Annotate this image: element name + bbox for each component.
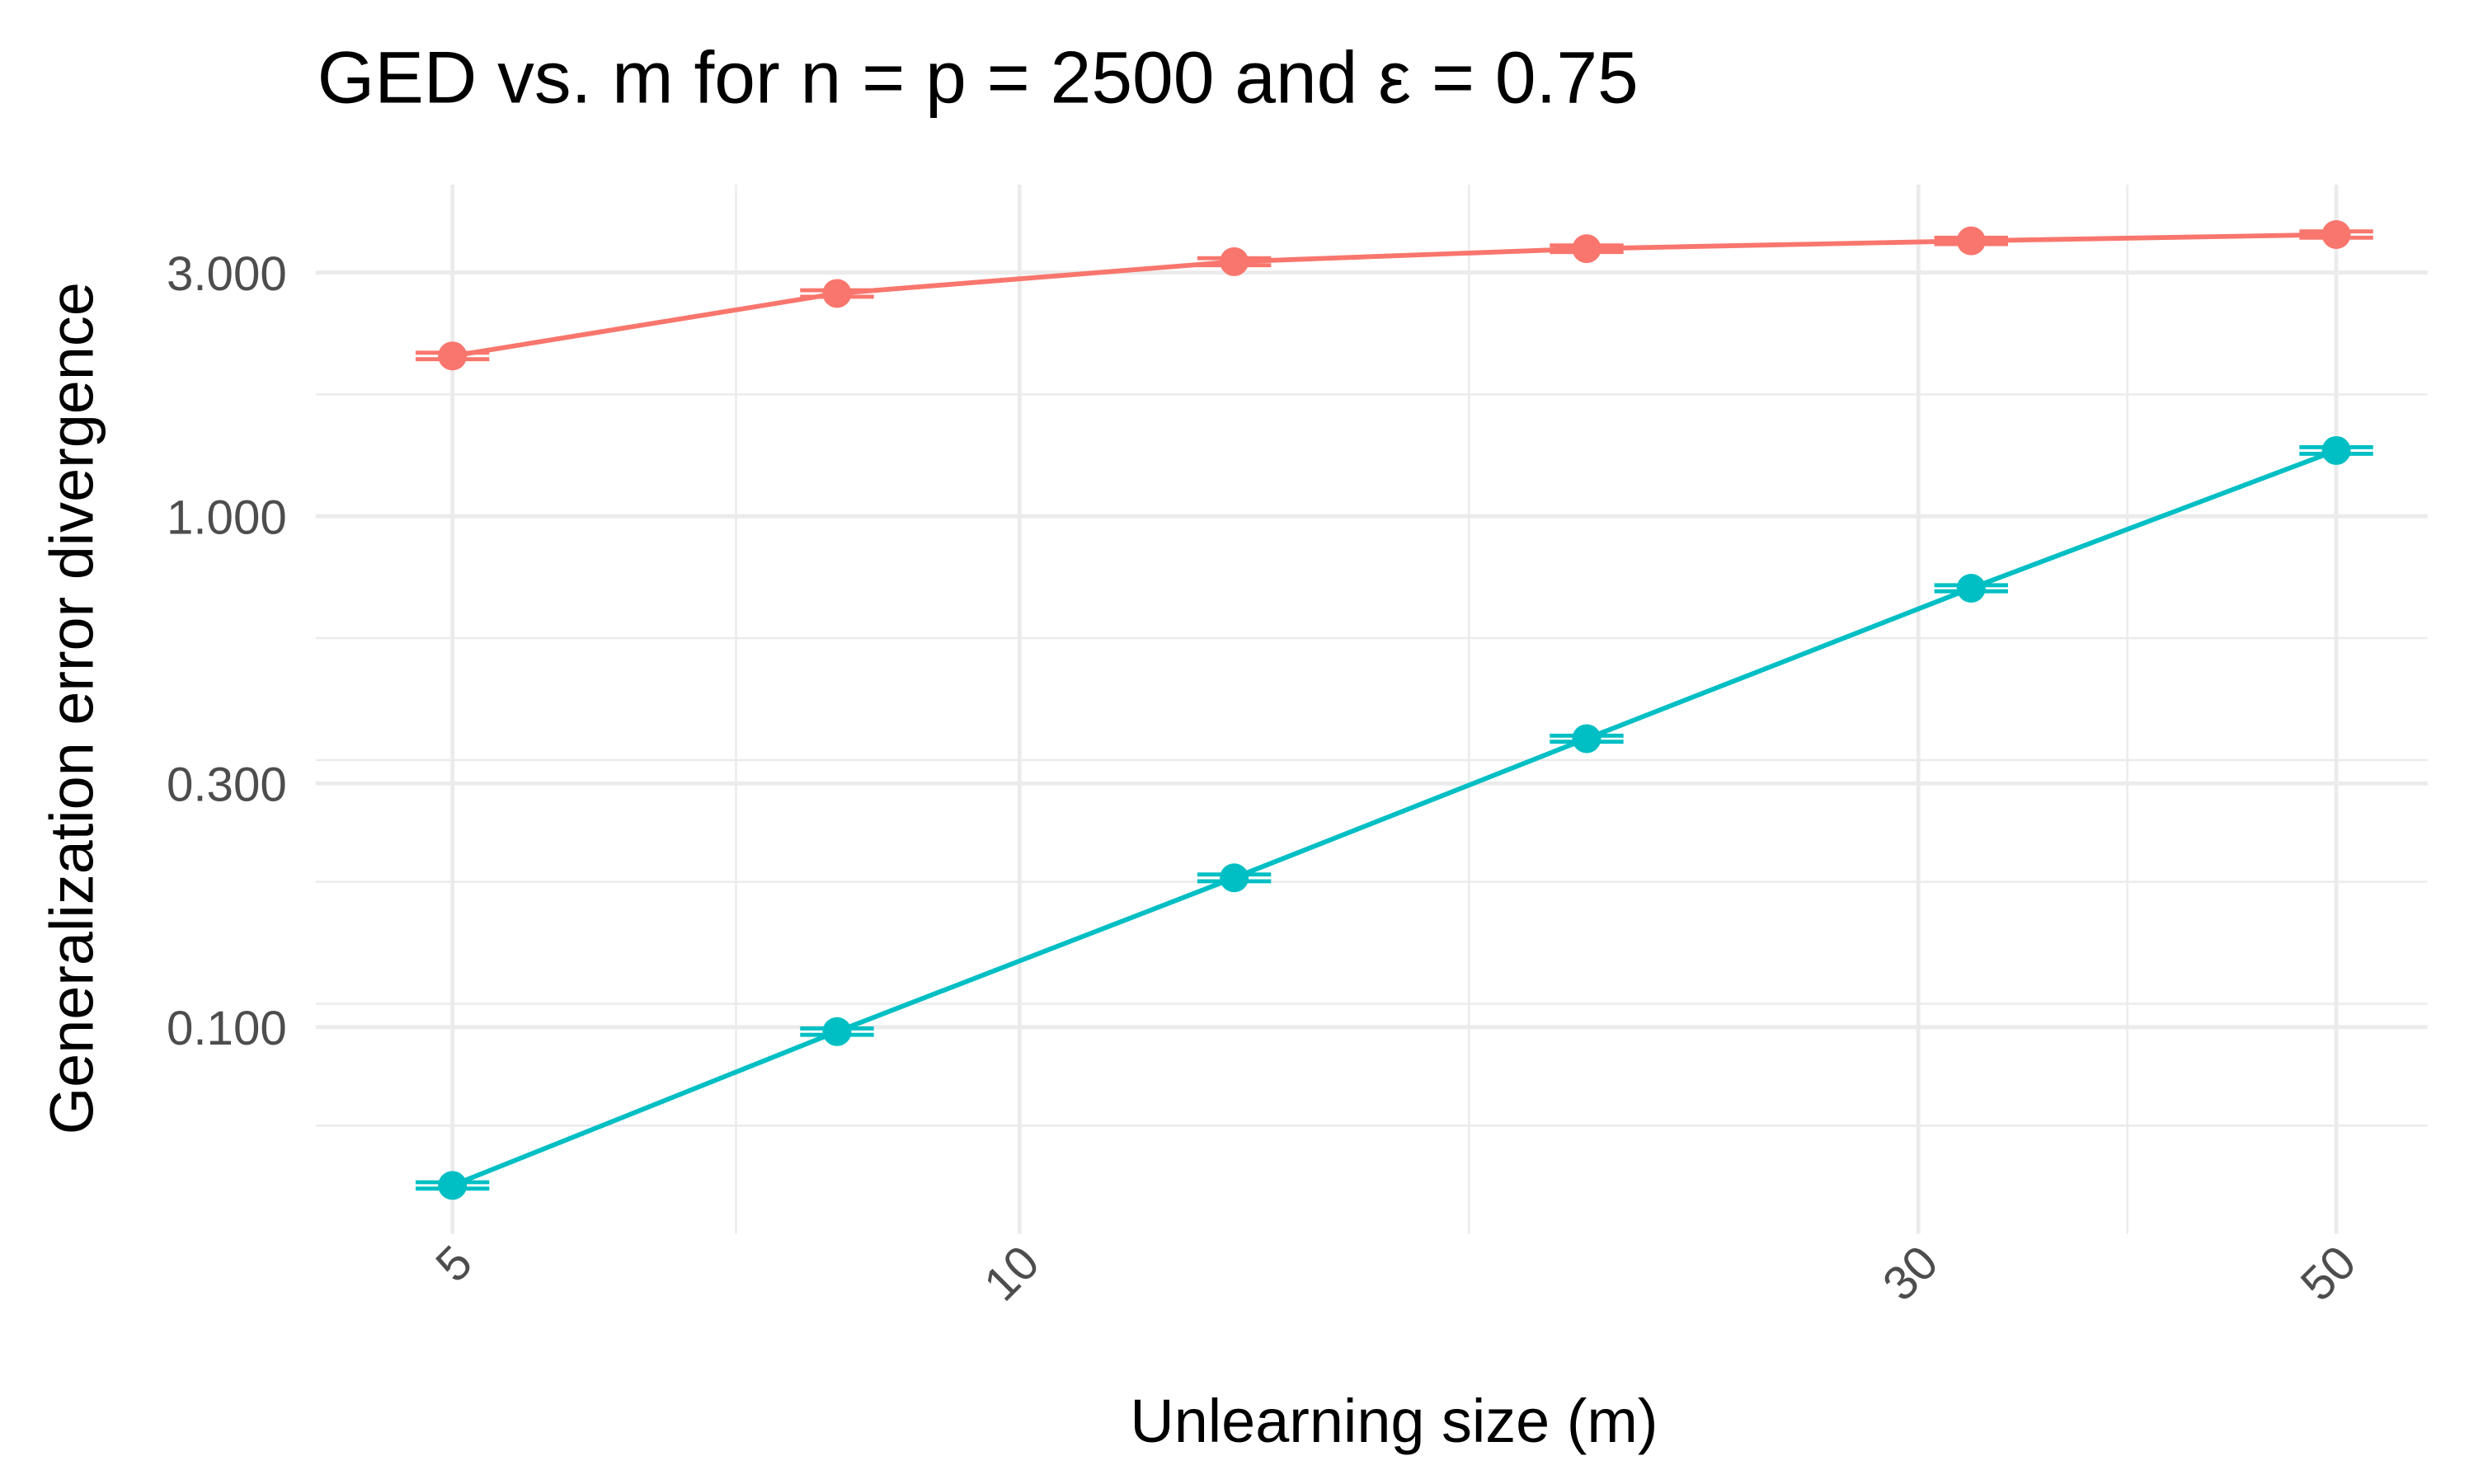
x-axis-title: Unlearning size (m): [1130, 1387, 1658, 1455]
x-tick-label: 10: [974, 1236, 1050, 1312]
point: [1220, 247, 1249, 276]
y-tick-label: 3.000: [167, 247, 287, 301]
point: [1572, 234, 1602, 264]
point: [438, 341, 468, 371]
x-tick-label: 30: [1873, 1236, 1949, 1312]
chart-title: GED vs. m for n = p = 2500 and ε = 0.75: [317, 36, 1639, 119]
point: [1956, 573, 1986, 603]
y-axis-title: Generalization error divergence: [38, 282, 106, 1134]
grid: [315, 184, 2428, 1234]
point: [1220, 863, 1249, 893]
series-line: [451, 448, 2338, 1188]
x-tick-label: 5: [426, 1236, 482, 1293]
point: [822, 279, 852, 308]
point: [2321, 435, 2351, 465]
point: [438, 1171, 468, 1200]
point: [822, 1017, 852, 1046]
y-tick-label: 0.300: [167, 758, 287, 812]
y-tick-label: 0.100: [167, 1002, 287, 1055]
point: [2321, 220, 2351, 249]
x-tick-label: 50: [2291, 1236, 2367, 1312]
point: [1956, 226, 1986, 256]
y-tick-label: 1.000: [167, 491, 287, 545]
plot-area: [415, 220, 2373, 1200]
point: [1572, 724, 1602, 754]
series-line: [452, 232, 2337, 359]
